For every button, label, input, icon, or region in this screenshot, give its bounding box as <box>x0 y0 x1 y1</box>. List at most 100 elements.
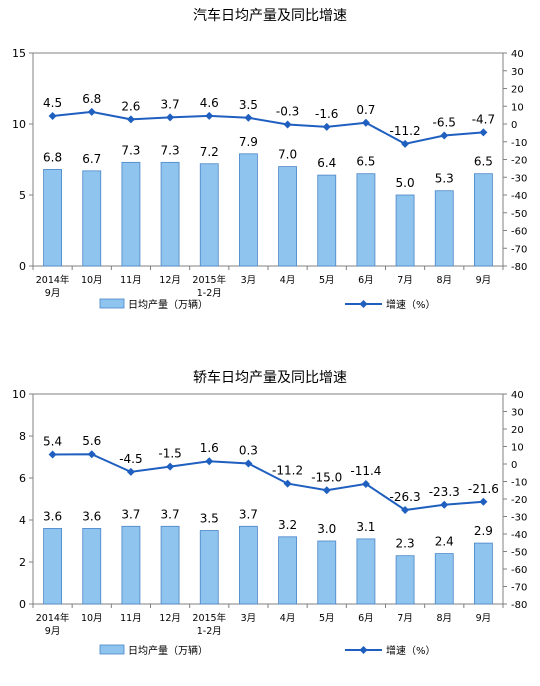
bar <box>121 525 141 605</box>
bar <box>82 528 102 605</box>
category-label: 3月 <box>241 275 257 286</box>
chart-2: 轿车日均产量及同比增速 0 2 4 6 8 10 40 30 20 10 0 -10 -20 -30 -40 -… <box>12 369 527 657</box>
growth-value-label: -15.0 <box>311 470 342 484</box>
right-axis-tick-label: -30 <box>511 173 527 184</box>
legend-bar-label: 日均产量（万辆） <box>128 644 208 657</box>
bar <box>82 170 102 267</box>
category-label: 6月 <box>358 613 374 624</box>
legend: 日均产量（万辆） 增速（%） <box>99 644 436 657</box>
category-label: 4月 <box>280 275 296 286</box>
legend: 日均产量（万辆） 增速（%） <box>99 298 436 311</box>
right-axis-tick-label: 10 <box>511 102 524 113</box>
right-axis-tick-label: -80 <box>511 262 527 273</box>
growth-point <box>440 500 449 509</box>
category-label: 8月 <box>436 613 452 624</box>
bar-value-label: 7.9 <box>239 135 258 149</box>
chart-title: 汽车日均产量及同比增速 <box>193 7 347 24</box>
growth-value-label: -4.5 <box>119 452 142 466</box>
growth-line <box>52 110 484 145</box>
growth-value-label: -23.3 <box>429 485 460 499</box>
right-axis-tick-label: -20 <box>511 156 527 167</box>
bar-value-label: 3.1 <box>356 520 375 534</box>
bar-value-label: 3.6 <box>82 509 101 523</box>
bar-value-label: 7.0 <box>278 148 297 162</box>
right-axis-tick-label: 40 <box>511 390 524 401</box>
bar <box>278 536 297 605</box>
bar-value-label: 3.2 <box>278 518 297 532</box>
bar-value-label: 5.0 <box>396 176 415 190</box>
growth-point <box>361 479 370 488</box>
bar <box>199 163 219 267</box>
bar-value-label: 2.3 <box>396 537 415 551</box>
growth-point <box>401 139 410 148</box>
left-axis-tick-label: 0 <box>19 598 26 611</box>
growth-value-label: -0.3 <box>276 105 299 119</box>
bar <box>356 538 376 605</box>
bar-value-label: 7.3 <box>121 143 140 157</box>
bar-value-label: 3.0 <box>317 522 336 536</box>
growth-value-label: -26.3 <box>390 490 421 504</box>
growth-value-label: -4.7 <box>472 112 495 126</box>
growth-point <box>283 479 292 488</box>
category-label: 9月 <box>476 613 492 624</box>
growth-value-label: 3.7 <box>161 97 180 111</box>
right-axis-tick-label: 40 <box>511 49 524 60</box>
growth-value-label: -1.6 <box>315 107 338 121</box>
chart-title: 轿车日均产量及同比增速 <box>193 369 347 386</box>
bar <box>317 174 337 267</box>
category-label: 9月 <box>45 288 61 299</box>
legend-bar-label: 日均产量（万辆） <box>128 298 208 311</box>
growth-value-label: 2.6 <box>121 99 140 113</box>
bar <box>317 540 337 605</box>
bar <box>160 525 180 605</box>
left-axis-tick-label: 10 <box>12 388 26 401</box>
growth-value-label: -6.5 <box>433 116 456 130</box>
left-axis-tick-label: 10 <box>12 118 26 131</box>
bar-value-label: 6.5 <box>474 155 493 169</box>
legend-bar-swatch <box>99 298 125 309</box>
right-axis-tick-label: -60 <box>511 227 527 238</box>
growth-point <box>87 450 96 459</box>
growth-value-label: -1.5 <box>158 447 181 461</box>
growth-point <box>322 122 331 131</box>
right-axis-tick-label: -70 <box>511 583 527 594</box>
category-label: 3月 <box>241 613 257 624</box>
right-axis-tick-label: -50 <box>511 548 527 559</box>
growth-point <box>244 113 253 122</box>
left-axis-tick-label: 6 <box>19 472 26 485</box>
category-label: 5月 <box>319 275 335 286</box>
category-label: 9月 <box>476 275 492 286</box>
bar <box>160 161 180 267</box>
plot-frame <box>32 52 504 267</box>
left-axis-tick-label: 4 <box>19 514 26 527</box>
right-axis-tick-label: -10 <box>511 478 527 489</box>
bar <box>239 525 258 605</box>
bar-value-label: 3.7 <box>121 507 140 521</box>
category-label: 7月 <box>397 613 413 624</box>
bar <box>43 528 62 605</box>
bar-value-label: 3.6 <box>43 509 62 523</box>
bar-value-label: 5.3 <box>435 172 454 186</box>
bar <box>395 194 415 267</box>
right-axis-tick-label: 30 <box>511 408 524 419</box>
category-label: 10月 <box>81 275 103 286</box>
growth-value-label: -11.4 <box>350 464 381 478</box>
growth-value-label: 1.6 <box>200 441 219 455</box>
growth-point <box>440 131 449 140</box>
bar-value-label: 2.4 <box>435 535 454 549</box>
legend-line-marker <box>359 300 368 308</box>
growth-value-label: -11.2 <box>390 124 421 138</box>
category-label: 1-2月 <box>197 626 222 637</box>
bar-value-label: 3.5 <box>200 512 219 526</box>
right-axis-tick-label: -30 <box>511 513 527 524</box>
bar-value-label: 6.8 <box>43 150 62 164</box>
growth-point <box>322 486 331 495</box>
growth-value-label: 5.6 <box>82 434 101 448</box>
bar-value-label: 6.4 <box>317 156 336 170</box>
category-label: 11月 <box>120 613 142 624</box>
right-axis-tick-label: -70 <box>511 244 527 255</box>
growth-point <box>361 118 370 127</box>
category-label: 2015年 <box>192 612 226 624</box>
chart-1: 汽车日均产量及同比增速 0 5 10 15 40 30 20 10 0 -10 -20 -30 -40 -5… <box>12 7 527 311</box>
